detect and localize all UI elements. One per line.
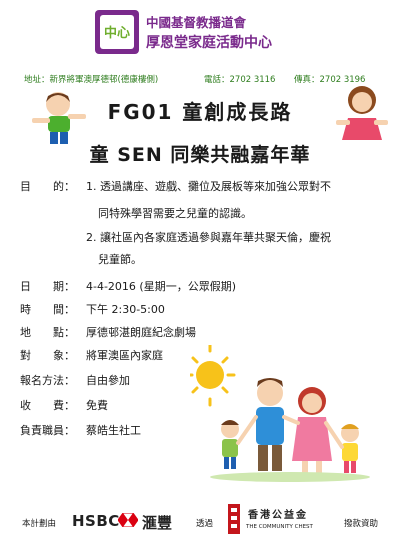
purpose-2a: 2. 讓社區內各家庭透過參與嘉年華共聚天倫，慶祝 <box>86 231 331 244</box>
footer: 本計劃由 HSBC 滙豐 透過 香港公益金 THE COMMUNITY CHES… <box>0 500 400 554</box>
main-title: 童 SEN 同樂共融嘉年華 <box>89 144 311 166</box>
funding-label: 撥款資助 <box>344 519 379 529</box>
sun-icon <box>190 345 236 407</box>
signup-label: 報名方法： <box>20 374 75 387</box>
logo-box: 中心 <box>95 10 139 54</box>
sponsor-label: 本計劃由 <box>22 519 57 529</box>
details: 目 的： 1. 透過講座、遊戲、攤位及展板等來加強公眾對不 同特殊學習需要之兒童… <box>0 176 400 437</box>
purpose-label: 目 的： <box>20 180 75 193</box>
community-chest-icon <box>228 504 240 534</box>
date-label: 日 期： <box>20 280 75 293</box>
hsbc-wordmark: HSBC <box>72 512 120 530</box>
purpose-1a: 1. 透過講座、遊戲、攤位及展板等來加強公眾對不 <box>86 180 331 193</box>
family-illustration <box>190 345 370 482</box>
hsbc-hexagon-icon <box>118 513 138 527</box>
org-name-line2: 厚恩堂家庭活動中心 <box>146 35 272 51</box>
hsbc-logo: HSBC 滙豐 <box>72 510 182 532</box>
date-value: 4-4-2016 (星期一，公眾假期) <box>86 280 237 293</box>
staff-label: 負責職員： <box>20 424 75 437</box>
phone: 電話：2702 3116 <box>204 75 276 85</box>
time-label: 時 間： <box>20 303 75 316</box>
target-value: 將軍澳區內家庭 <box>86 349 163 362</box>
hsbc-chinese: 滙豐 <box>142 514 173 532</box>
header: 中心 中國基督教播道會 厚恩堂家庭活動中心 地址：新界將軍澳厚德邨(德康樓側) … <box>0 0 400 85</box>
via-label: 透過 <box>196 519 214 529</box>
logo-mark: 中心 <box>103 26 130 41</box>
address: 地址：新界將軍澳厚德邨(德康樓側) <box>24 75 159 85</box>
fax: 傳真：2702 3196 <box>294 75 366 85</box>
code-title: FG01 童創成長路 <box>107 100 293 124</box>
logo-inner <box>100 15 134 49</box>
boy-illustration <box>32 92 86 144</box>
org-name-line1: 中國基督教播道會 <box>146 15 247 30</box>
girl-illustration <box>336 86 388 140</box>
time-value: 下午 2:30-5:00 <box>86 303 165 316</box>
signup-value: 自由參加 <box>86 374 130 387</box>
venue-label: 地 點： <box>20 326 75 339</box>
venue-value: 厚德邨湛朗庭紀念劇場 <box>86 326 196 339</box>
fee-label: 收 費： <box>20 399 75 412</box>
purpose-1b: 同特殊學習需要之兒童的認識。 <box>98 207 252 220</box>
target-label: 對 象： <box>20 349 75 362</box>
purpose-2b: 兒童節。 <box>98 253 142 266</box>
fee-value: 免費 <box>86 399 108 412</box>
community-chest-logo: 香港公益金 THE COMMUNITY CHEST <box>226 504 336 540</box>
chest-english: THE COMMUNITY CHEST <box>246 524 313 530</box>
chest-chinese: 香港公益金 <box>248 510 308 521</box>
staff-value: 蔡皓生社工 <box>86 424 141 437</box>
